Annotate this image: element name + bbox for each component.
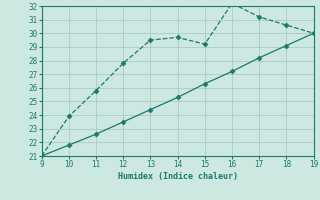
X-axis label: Humidex (Indice chaleur): Humidex (Indice chaleur): [118, 172, 237, 181]
